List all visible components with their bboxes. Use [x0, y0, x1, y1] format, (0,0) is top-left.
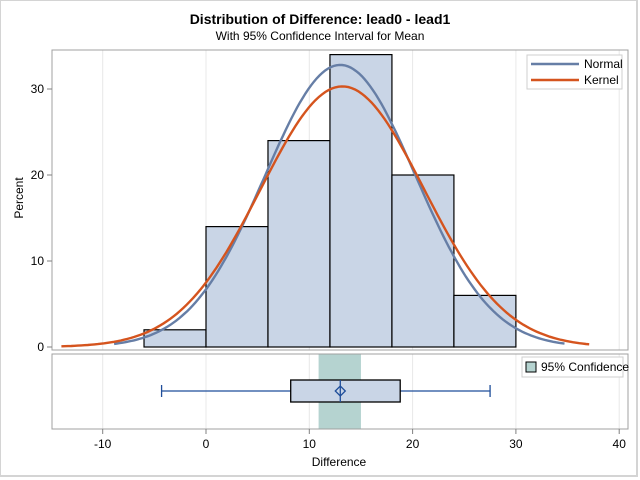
curve-normal — [113, 63, 565, 346]
mean-marker — [334, 385, 347, 397]
histogram-bar — [143, 329, 207, 348]
x-tick-label: 40 — [613, 437, 627, 451]
histogram-bar — [205, 226, 269, 348]
y-tick-label: 30 — [31, 82, 45, 96]
chart-title: Distribution of Difference: lead0 - lead… — [189, 11, 451, 27]
x-tick-label: -10 — [94, 437, 112, 451]
legend: Normal Kernel — [526, 54, 623, 90]
x-tick-label: 30 — [509, 437, 523, 451]
density-curves — [61, 63, 590, 348]
x-tick-label: 10 — [303, 437, 317, 451]
ci-legend-swatch — [525, 361, 537, 373]
chart-subtitle: With 95% Confidence Interval for Mean — [215, 29, 425, 43]
ci-legend-label: 95% Confidence — [541, 360, 629, 374]
y-axis-label: Percent — [12, 177, 26, 219]
boxplot — [160, 379, 491, 403]
axes: 0 10 20 30 -10 0 10 20 30 40 — [31, 49, 629, 451]
legend-box — [526, 54, 623, 90]
histogram-bar — [329, 53, 393, 348]
histogram-bars — [143, 53, 517, 348]
ci-legend: 95% Confidence — [521, 356, 629, 378]
upper-panel-frame — [51, 49, 629, 351]
y-tick-label: 0 — [37, 340, 44, 354]
histogram-bar — [267, 140, 331, 348]
curve-kernel — [61, 85, 590, 348]
x-tick-label: 20 — [406, 437, 420, 451]
histogram-bar — [391, 174, 455, 348]
y-tick-label: 10 — [31, 254, 45, 268]
legend-normal-label: Normal — [584, 57, 623, 71]
x-axis-label: Difference — [312, 455, 367, 469]
lower-panel-frame — [51, 353, 629, 430]
ci-legend-box — [521, 356, 624, 378]
x-tick-label: 0 — [203, 437, 210, 451]
legend-kernel-label: Kernel — [584, 73, 619, 87]
y-tick-label: 20 — [31, 168, 45, 182]
